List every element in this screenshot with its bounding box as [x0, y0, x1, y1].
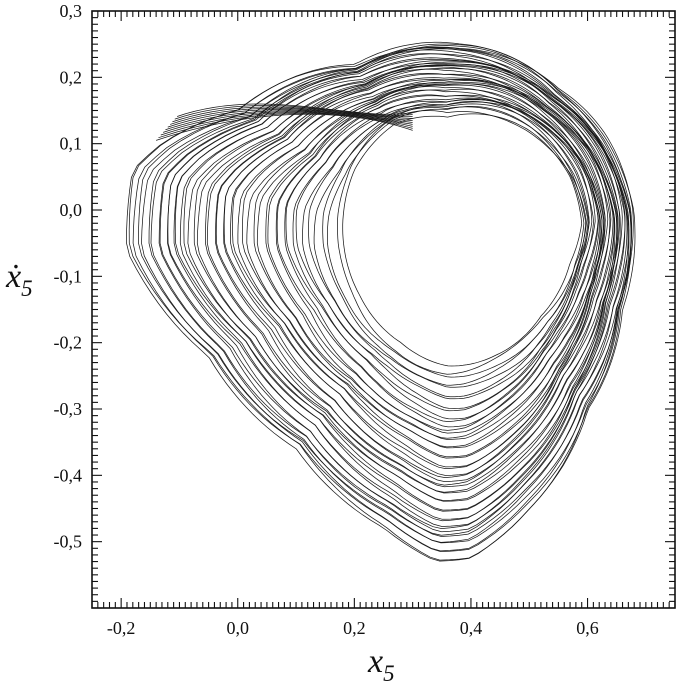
trajectory-loop — [141, 45, 630, 544]
y-tick-label: -0,2 — [54, 333, 83, 353]
tick-marks — [91, 10, 676, 609]
x-tick-label: 0,4 — [460, 618, 483, 638]
y-tick-label: 0,2 — [60, 67, 83, 87]
y-tick-label: 0,3 — [60, 1, 83, 21]
trajectory-loop — [183, 64, 620, 511]
trajectory-loop — [206, 68, 615, 488]
y-axis-subscript: 5 — [21, 276, 33, 301]
x-tick-label: 0,0 — [227, 618, 250, 638]
trajectory-loop — [237, 78, 606, 459]
trajectory-transition — [176, 103, 413, 117]
trajectory-loop — [342, 113, 583, 367]
trajectory-loop — [128, 46, 634, 561]
y-tick-label: -0,4 — [54, 465, 83, 485]
trajectory-loop — [223, 79, 612, 476]
y-tick-label: -0,3 — [54, 399, 83, 419]
trajectory-transition — [165, 110, 413, 131]
trajectory-loop — [242, 83, 606, 458]
tick-labels: -0,2 0,0 0,2 0,4 0,6 0,3 0,2 0,1 0,0 -0,1 -0,2 -0,3… — [54, 1, 599, 638]
y-tick-label: -0,1 — [54, 266, 83, 286]
trajectory-loop — [179, 60, 621, 512]
x-axis-label: x — [367, 643, 383, 680]
trajectory-loop — [159, 53, 628, 533]
trajectory-loop — [267, 88, 601, 434]
trajectory-loop — [292, 97, 594, 412]
x-tick-label: 0,6 — [576, 618, 599, 638]
trajectory-loop — [253, 84, 605, 448]
trajectory-loop — [308, 103, 590, 398]
trajectory-transition — [170, 107, 413, 125]
y-tick-label: 0,1 — [60, 134, 83, 154]
trajectory-loop — [246, 80, 603, 449]
trajectory-transition — [156, 113, 413, 141]
y-tick-label: -0,5 — [54, 532, 83, 552]
trajectory-loop — [302, 98, 590, 400]
trajectory-transition — [174, 105, 413, 120]
trajectory-transition — [158, 113, 413, 139]
x-tick-label: 0,2 — [343, 618, 366, 638]
x-axis-subscript: 5 — [383, 661, 395, 683]
trajectory-loop — [173, 57, 626, 522]
trajectory-loop — [193, 65, 619, 501]
trajectory-loop — [276, 94, 599, 428]
trajectory-loop — [232, 82, 609, 468]
x-axis-title: x5 — [367, 643, 395, 683]
trajectory-transition — [172, 106, 413, 123]
y-tick-label: 0,0 — [60, 200, 83, 220]
trajectory-loop — [174, 63, 623, 520]
y-axis-label: ẋ — [5, 258, 21, 295]
trajectory-loop — [126, 41, 636, 562]
y-axis-title: ẋ5 — [5, 258, 33, 301]
trajectory-group — [126, 41, 636, 562]
trajectory-loop — [256, 83, 601, 440]
x-tick-label: -0,2 — [107, 618, 136, 638]
trajectory-loop — [215, 73, 614, 482]
trajectory-transition — [163, 111, 413, 133]
trajectory-loop — [187, 61, 618, 502]
trajectory-loop — [265, 86, 604, 439]
trajectory-loop — [132, 43, 632, 552]
trajectory-loop — [295, 101, 593, 409]
trajectory-loop — [285, 99, 596, 420]
trajectory-loop — [322, 106, 589, 386]
trajectory-loop — [150, 48, 629, 537]
trajectory-transition — [167, 109, 413, 128]
plot-frame — [91, 10, 676, 609]
trajectory-transition — [160, 112, 413, 136]
trajectory-loop — [284, 94, 599, 422]
trajectory-loop — [167, 58, 626, 527]
trajectory-loop — [196, 63, 616, 494]
